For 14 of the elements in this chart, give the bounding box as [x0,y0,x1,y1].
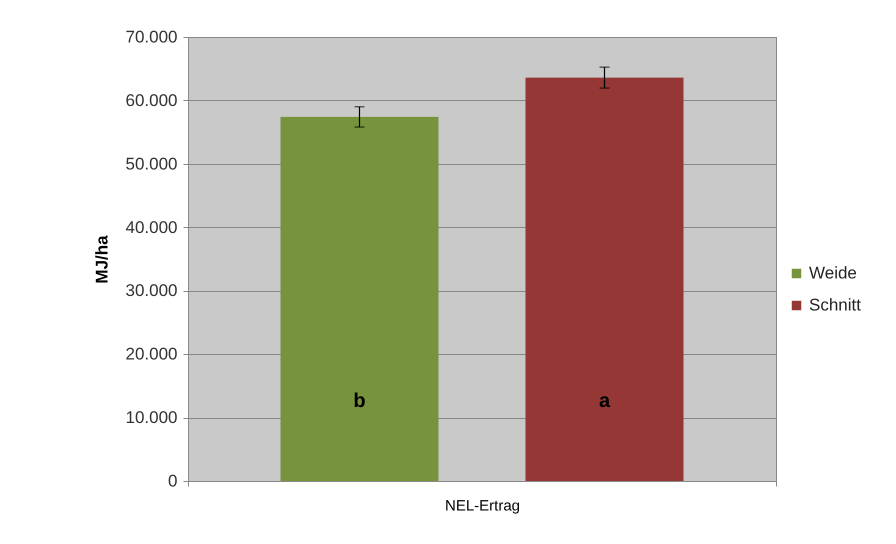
annotation: b [353,390,366,412]
annotation: a [598,390,611,412]
y-axis-title: MJ/ha [92,234,112,284]
y-tick-label: 20.000 [126,344,178,364]
legend-label: Schnitt [809,296,862,314]
y-tick-label: 50.000 [126,154,178,174]
y-tick-label: 60.000 [126,90,178,110]
y-tick-label: 30.000 [126,281,178,300]
y-tick-label: 70.000 [126,28,178,46]
y-tick-label: 10.000 [126,408,178,428]
legend-label: Weide [809,264,857,282]
x-tick-label: NEL-Ertrag [444,498,520,514]
y-tick-label: 40.000 [126,218,178,237]
y-tick-label: 0 [168,472,178,490]
